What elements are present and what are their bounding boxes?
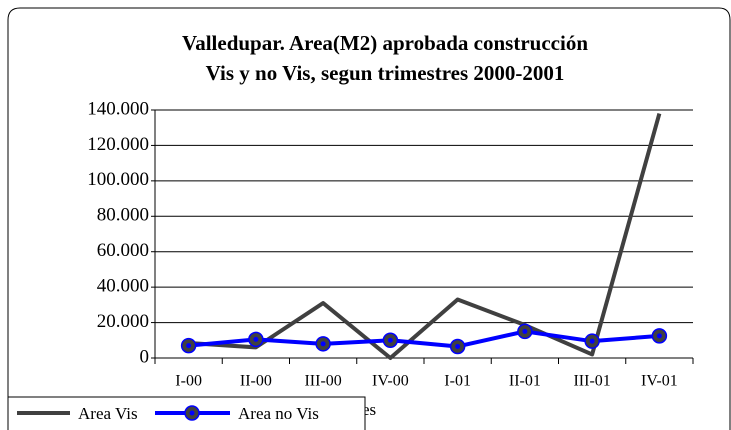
data-point-center xyxy=(320,341,326,347)
data-point-center xyxy=(589,338,595,344)
series-line xyxy=(188,113,662,360)
y-tick-label: 60.000 xyxy=(97,240,149,261)
y-tick-label: 0 xyxy=(140,346,150,367)
y-tick-label: 120.000 xyxy=(87,134,149,155)
y-tick-label: 80.000 xyxy=(97,205,149,226)
data-point-center xyxy=(656,333,662,339)
data-point-center xyxy=(522,328,528,334)
x-tick-label: II-00 xyxy=(240,373,272,390)
legend-label: Area Vis xyxy=(78,404,138,423)
x-tick-label: II-01 xyxy=(509,373,541,390)
data-point-center xyxy=(253,336,259,342)
x-axis-label: es xyxy=(362,400,376,419)
x-tick-label: I-01 xyxy=(444,373,471,390)
legend-label: Area no Vis xyxy=(238,404,319,423)
data-point-center xyxy=(186,343,192,349)
y-tick-label: 100.000 xyxy=(87,169,149,190)
chart-subtitle: Vis y no Vis, segun trimestres 2000-2001 xyxy=(206,61,565,85)
series-line xyxy=(188,329,660,349)
legend-marker-center xyxy=(189,410,195,416)
x-tick-label: III-01 xyxy=(573,373,610,390)
data-point-center xyxy=(387,337,393,343)
data-point-center xyxy=(455,343,461,349)
x-tick-label: III-00 xyxy=(304,373,341,390)
x-tick-label: IV-01 xyxy=(641,373,678,390)
y-tick-label: 20.000 xyxy=(97,311,149,332)
y-tick-label: 140.000 xyxy=(87,98,149,119)
plot-area: 0 20.000 40.000 60.000 80.000 100.000 120.000 1… xyxy=(87,98,694,390)
y-tick-label: 40.000 xyxy=(97,276,149,297)
x-tick-label: I-00 xyxy=(175,373,202,390)
chart-title: Valledupar. Area(M2) aprobada construcci… xyxy=(182,31,588,55)
x-tick-label: IV-00 xyxy=(372,373,409,390)
legend: Area Vis Area no Vis xyxy=(7,396,366,430)
chart-border xyxy=(7,7,731,430)
